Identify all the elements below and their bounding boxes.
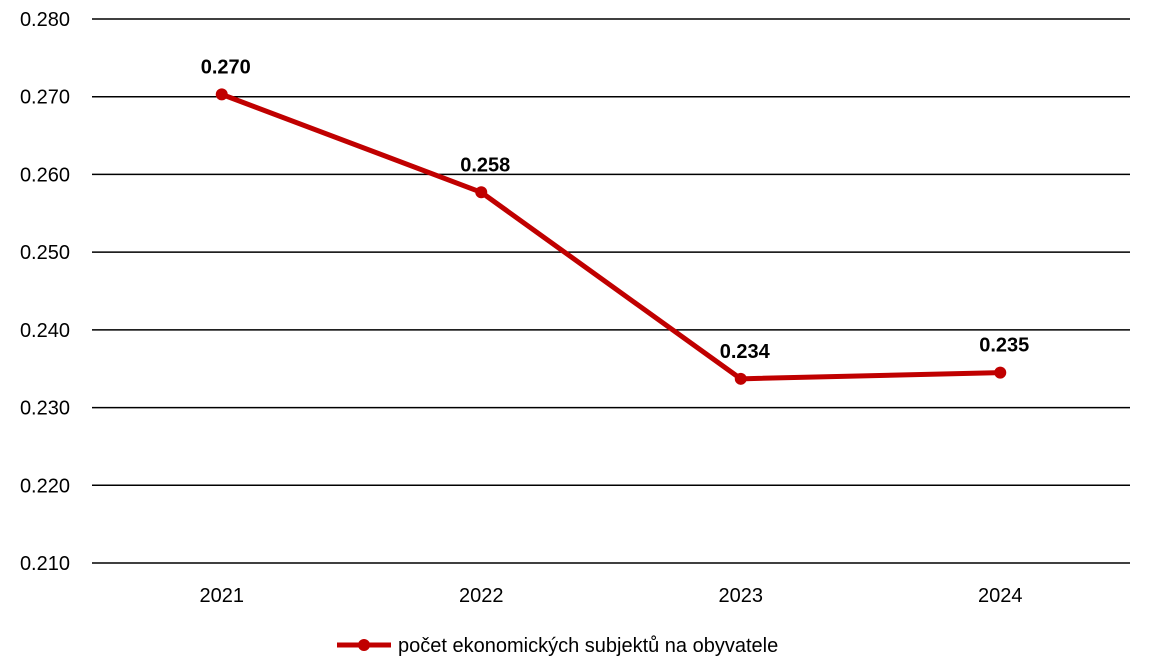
y-tick-label: 0.260 [20, 164, 70, 186]
y-tick-label: 0.250 [20, 242, 70, 264]
x-tick-label: 2023 [719, 585, 764, 607]
data-point [734, 372, 747, 385]
data-point [994, 366, 1007, 379]
data-point [475, 186, 488, 199]
y-axis: 0.210 0.220 0.230 0.240 0.250 0.260 0.270 0.280 [20, 9, 70, 575]
series-group: 0.270 0.258 0.234 0.235 [201, 56, 1029, 385]
data-label: 0.258 [460, 154, 510, 176]
data-label: 0.270 [201, 56, 251, 78]
y-tick-label: 0.230 [20, 398, 70, 420]
y-tick-label: 0.280 [20, 9, 70, 31]
data-label: 0.235 [979, 335, 1029, 357]
legend-label: počet ekonomických subjektů na obyvatele [398, 635, 778, 657]
y-tick-label: 0.220 [20, 475, 70, 497]
x-axis: 2021 2022 2023 2024 [200, 585, 1023, 607]
legend-point-marker [358, 639, 370, 651]
data-point [215, 88, 228, 101]
y-tick-label: 0.270 [20, 87, 70, 109]
x-tick-label: 2022 [459, 585, 504, 607]
data-label: 0.234 [720, 341, 771, 363]
y-tick-label: 0.210 [20, 553, 70, 575]
y-tick-label: 0.240 [20, 320, 70, 342]
series-line [219, 91, 1003, 382]
legend: počet ekonomických subjektů na obyvatele [337, 635, 778, 657]
gridlines [92, 18, 1130, 564]
x-tick-label: 2024 [978, 585, 1023, 607]
x-tick-label: 2021 [200, 585, 245, 607]
